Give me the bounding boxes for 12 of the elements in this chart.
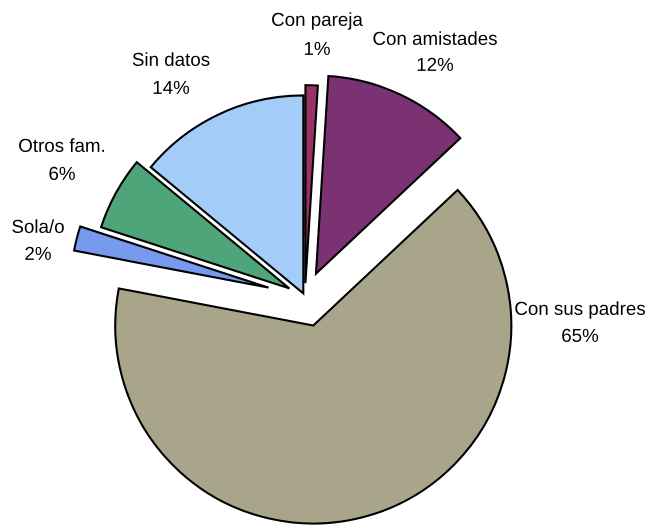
data-label: 2% — [25, 246, 51, 260]
slice-label: Con sus padres — [515, 301, 645, 319]
data-label: 65% — [562, 328, 598, 342]
slice-label: Sin datos — [132, 52, 210, 66]
slice-label: Con amistades — [373, 31, 497, 46]
slice-label: Otros fam. — [19, 138, 104, 152]
slice-label: Con pareja — [272, 12, 363, 30]
data-label: 1% — [304, 42, 330, 55]
data-label: 14% — [154, 80, 190, 94]
slice-label: Sola/o — [12, 219, 64, 234]
data-label: 6% — [49, 166, 75, 180]
data-label: 12% — [418, 58, 454, 71]
